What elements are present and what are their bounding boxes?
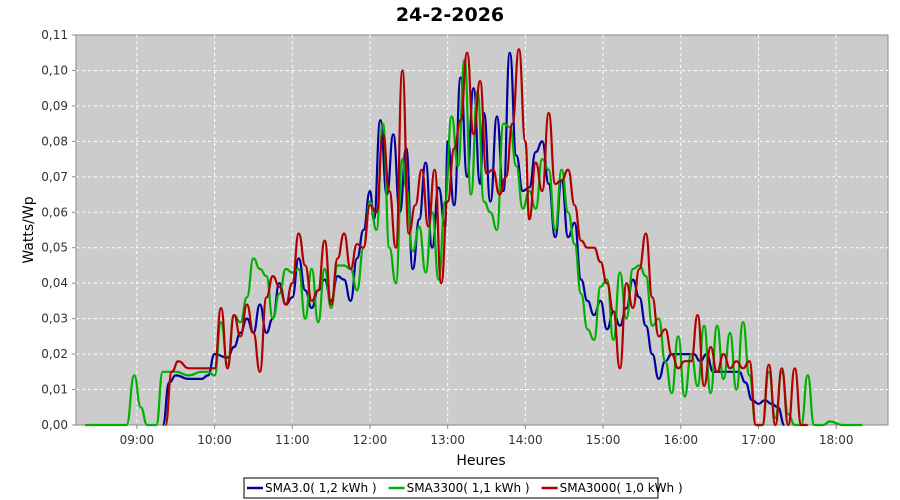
x-tick-label: 10:00 <box>197 433 232 447</box>
y-tick-label: 0,02 <box>41 347 68 361</box>
y-tick-label: 0,07 <box>41 170 68 184</box>
series-lines <box>85 48 863 427</box>
x-tick-label: 16:00 <box>663 433 698 447</box>
y-tick-label: 0,01 <box>41 383 68 397</box>
y-axis: 0,00 0,01 0,02 0,03 0,04 0,05 0,06 0,07 0,08 0,09… <box>41 28 76 432</box>
x-axis: 09:00 10:00 11:00 12:00 13:00 14:00 15:00 16:00… <box>120 425 854 447</box>
y-tick-label: 0,03 <box>41 312 68 326</box>
legend-label-3: SMA3000( 1,0 kWh ) <box>560 481 683 495</box>
y-axis-label: Watts/Wp <box>21 196 37 263</box>
x-tick-label: 11:00 <box>275 433 310 447</box>
y-tick-label: 0,06 <box>41 205 68 219</box>
y-tick-label: 0,05 <box>41 241 68 255</box>
legend-box <box>243 477 659 499</box>
y-tick-label: 0,00 <box>41 418 68 432</box>
grid-lines <box>76 35 888 425</box>
legend: SMA3.0( 1,2 kWh ) SMA3300( 1,1 kWh ) SMA30… <box>243 477 683 499</box>
y-tick-label: 0,09 <box>41 99 68 113</box>
x-tick-label: 12:00 <box>353 433 388 447</box>
chart-title: 24-2-2026 <box>396 4 504 26</box>
legend-label-2: SMA3300( 1,1 kWh ) <box>407 481 530 495</box>
x-tick-label: 18:00 <box>819 433 854 447</box>
x-tick-label: 14:00 <box>508 433 543 447</box>
x-tick-label: 13:00 <box>430 433 465 447</box>
y-tick-label: 0,10 <box>41 63 68 77</box>
series-line-2 <box>85 58 863 427</box>
x-axis-label: Heures <box>456 453 505 469</box>
y-tick-label: 0,11 <box>41 28 68 42</box>
y-tick-label: 0,08 <box>41 134 68 148</box>
x-tick-label: 09:00 <box>120 433 155 447</box>
y-tick-label: 0,04 <box>41 276 68 290</box>
legend-label-1: SMA3.0( 1,2 kWh ) <box>265 481 377 495</box>
x-tick-label: 15:00 <box>586 433 621 447</box>
x-tick-label: 17:00 <box>741 433 776 447</box>
series-line-3 <box>164 48 808 427</box>
